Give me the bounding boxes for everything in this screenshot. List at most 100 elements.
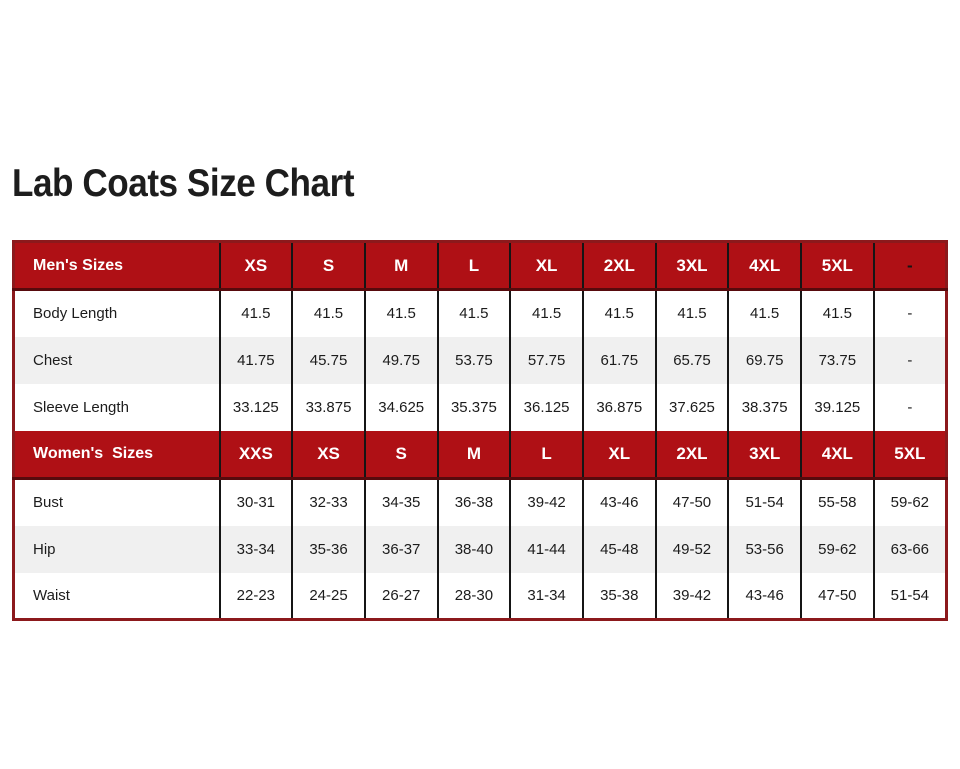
table-row-waist: Waist 22-23 24-25 26-27 28-30 31-34 35-38 39-42… [13, 572, 947, 620]
womens-size-header-s: S [364, 430, 439, 480]
value-cell: 45-48 [582, 525, 657, 573]
value-cell: 49.75 [364, 336, 439, 384]
value-cell: 36-38 [437, 478, 512, 526]
womens-size-header-4xl: 4XL [801, 430, 875, 480]
womens-size-header-m: M [437, 430, 512, 480]
value-cell: - [907, 305, 913, 323]
value-cell: 47-50 [655, 478, 730, 526]
value-cell: 41.5 [437, 289, 512, 337]
value-cell: 35-36 [292, 525, 366, 573]
value-cell: 28-30 [437, 572, 512, 620]
value-cell: 53-56 [728, 525, 802, 573]
value-cell: 24-25 [292, 572, 366, 620]
value-cell: 41.5 [292, 289, 366, 337]
mens-header-row: Men's Sizes XS S M L XL 2XL 3XL 4XL 5XL - [13, 241, 947, 291]
value-cell: 35.375 [437, 383, 512, 431]
value-cell: 33.875 [292, 383, 366, 431]
value-cell: 36.125 [510, 383, 584, 431]
womens-size-header-5xl: 5XL [873, 430, 947, 480]
value-cell: 63-66 [890, 540, 930, 558]
mens-size-header-3xl: 3XL [655, 241, 730, 291]
value-cell: 73.75 [801, 336, 875, 384]
value-cell: 33.125 [219, 383, 294, 431]
row-label: Waist [13, 572, 221, 620]
value-cell: 37.625 [655, 383, 730, 431]
value-cell: 43-46 [728, 572, 802, 620]
value-cell: 41.5 [219, 289, 294, 337]
value-cell: 69.75 [728, 336, 802, 384]
row-label: Hip [13, 525, 221, 573]
table-row-hip: Hip 33-34 35-36 36-37 38-40 41-44 45-48 49-52 53… [13, 525, 947, 573]
row-label: Sleeve Length [13, 383, 221, 431]
value-cell: 41.5 [582, 289, 657, 337]
row-label: Chest [13, 336, 221, 384]
value-cell: 41.5 [728, 289, 802, 337]
row-label: Bust [13, 478, 221, 526]
womens-header-label: Women's Sizes [13, 430, 221, 480]
mens-size-header-xs: XS [219, 241, 294, 291]
value-cell: 41.75 [219, 336, 294, 384]
value-cell: 61.75 [582, 336, 657, 384]
value-cell: 33-34 [219, 525, 294, 573]
value-cell: 53.75 [437, 336, 512, 384]
value-cell: 43-46 [582, 478, 657, 526]
mens-size-header-m: M [364, 241, 439, 291]
value-cell: 30-31 [219, 478, 294, 526]
value-cell: 41.5 [801, 289, 875, 337]
value-cell: 34.625 [364, 383, 439, 431]
womens-size-header-3xl: 3XL [728, 430, 802, 480]
mens-size-header-4xl: 4XL [728, 241, 802, 291]
mens-size-header-5xl: 5XL [801, 241, 875, 291]
womens-header-row: Women's Sizes XXS XS S M L XL 2XL 3XL 4XL 5XL [13, 430, 947, 480]
value-cell: - [907, 398, 913, 416]
value-cell: 31-34 [510, 572, 584, 620]
value-cell: 22-23 [219, 572, 294, 620]
value-cell: 39.125 [801, 383, 875, 431]
womens-size-header-2xl: 2XL [655, 430, 730, 480]
womens-size-header-xs: XS [292, 430, 366, 480]
value-cell: 32-33 [292, 478, 366, 526]
table-row-chest: Chest 41.75 45.75 49.75 53.75 57.75 61.75 65.75… [13, 336, 947, 384]
value-cell: 36-37 [364, 525, 439, 573]
womens-size-header-xxs: XXS [219, 430, 294, 480]
mens-size-header-2xl: 2XL [582, 241, 657, 291]
mens-size-header-xl: XL [510, 241, 584, 291]
size-chart-table: Men's Sizes XS S M L XL 2XL 3XL 4XL 5XL - Body Leng… [12, 240, 948, 621]
mens-size-header-s: S [292, 241, 366, 291]
value-cell: 41.5 [510, 289, 584, 337]
value-cell: 41.5 [364, 289, 439, 337]
mens-size-header-l: L [437, 241, 512, 291]
value-cell: - [907, 351, 913, 369]
womens-size-header-l: L [510, 430, 584, 480]
table-row-body-length: Body Length 41.5 41.5 41.5 41.5 41.5 41.5 41.5 4… [13, 289, 947, 337]
value-cell: 51-54 [890, 586, 930, 604]
size-chart-body: Men's Sizes XS S M L XL 2XL 3XL 4XL 5XL - Body Leng… [13, 241, 947, 620]
value-cell: 65.75 [655, 336, 730, 384]
value-cell: 26-27 [364, 572, 439, 620]
value-cell: 55-58 [801, 478, 875, 526]
value-cell: 59-62 [801, 525, 875, 573]
table-row-bust: Bust 30-31 32-33 34-35 36-38 39-42 43-46 47-50 5… [13, 478, 947, 526]
value-cell: 34-35 [364, 478, 439, 526]
value-cell: 45.75 [292, 336, 366, 384]
row-label: Body Length [13, 289, 221, 337]
value-cell: 36.875 [582, 383, 657, 431]
value-cell: 59-62 [890, 494, 930, 512]
value-cell: 47-50 [801, 572, 875, 620]
value-cell: 38-40 [437, 525, 512, 573]
value-cell: 49-52 [655, 525, 730, 573]
womens-size-header-xl: XL [582, 430, 657, 480]
value-cell: 39-42 [510, 478, 584, 526]
page-title: Lab Coats Size Chart [12, 162, 355, 205]
value-cell: 41-44 [510, 525, 584, 573]
value-cell: 57.75 [510, 336, 584, 384]
value-cell: 51-54 [728, 478, 802, 526]
value-cell: 38.375 [728, 383, 802, 431]
mens-header-label: Men's Sizes [13, 241, 221, 291]
table-row-sleeve-length: Sleeve Length 33.125 33.875 34.625 35.375 36.… [13, 383, 947, 431]
mens-size-header-blank: - [873, 241, 947, 291]
value-cell: 35-38 [582, 572, 657, 620]
value-cell: 41.5 [655, 289, 730, 337]
value-cell: 39-42 [655, 572, 730, 620]
